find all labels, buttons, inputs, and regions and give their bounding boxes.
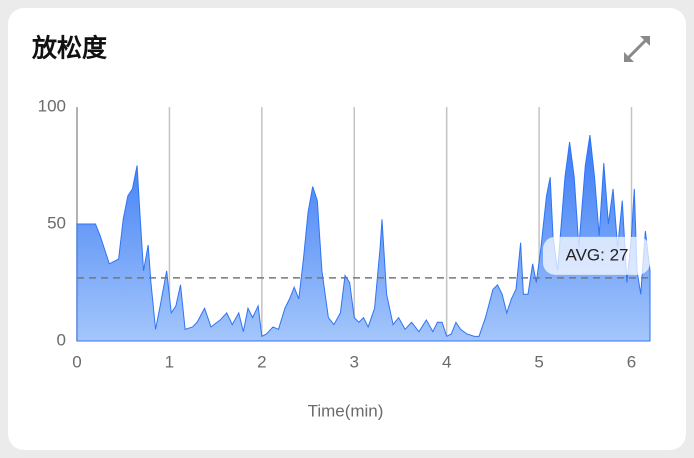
y-tick-label: 100 — [38, 96, 66, 115]
x-tick-label: 0 — [72, 352, 81, 371]
y-tick-label: 0 — [57, 330, 66, 349]
x-tick-label: 3 — [350, 352, 359, 371]
average-label: AVG: 27 — [566, 245, 629, 264]
y-tick-label: 50 — [47, 213, 66, 232]
x-tick-label: 1 — [165, 352, 174, 371]
x-tick-label: 5 — [534, 352, 543, 371]
area — [76, 135, 651, 342]
expand-icon[interactable] — [624, 36, 650, 62]
x-tick-label: 4 — [442, 352, 451, 371]
x-tick-label: 6 — [627, 352, 636, 371]
x-tick-label: 2 — [257, 352, 266, 371]
average-badge — [543, 236, 650, 275]
x-axis-title: Time(min) — [308, 401, 384, 420]
card-title: 放松度 — [31, 34, 107, 63]
